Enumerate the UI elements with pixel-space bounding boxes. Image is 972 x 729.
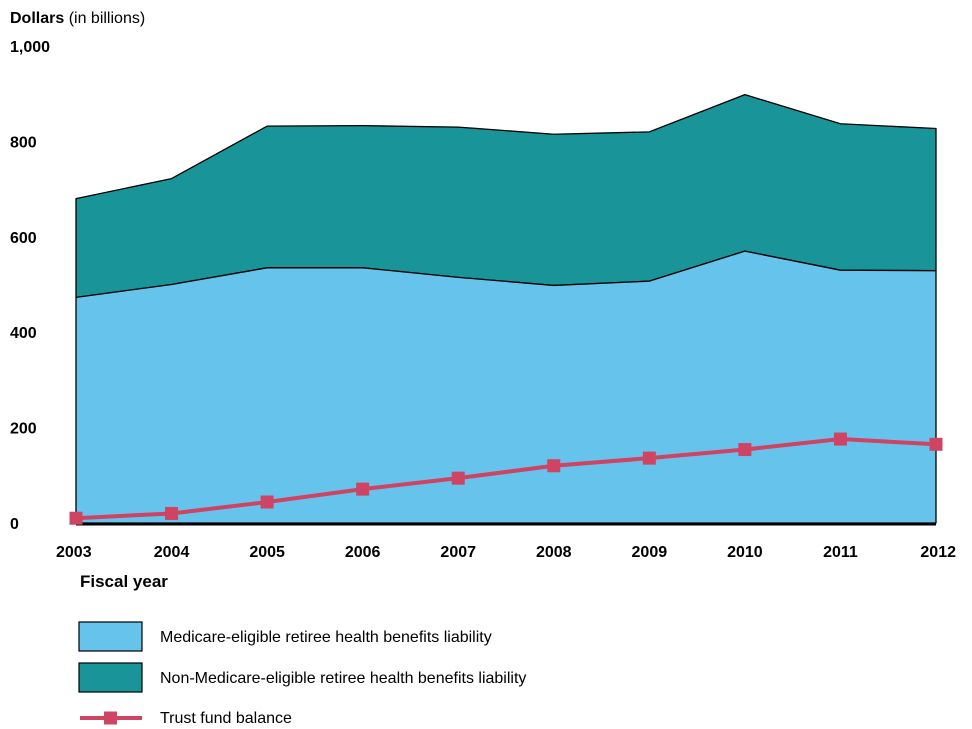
area-medicare-eligible bbox=[75, 250, 937, 524]
legend-label-medicare-eligible: Medicare-eligible retiree health benefit… bbox=[160, 629, 492, 646]
y-axis-label: Dollars (in billions) bbox=[10, 10, 145, 27]
legend-swatch-non-medicare-eligible bbox=[78, 662, 143, 693]
trust-fund-point-2004 bbox=[165, 506, 179, 520]
trust-fund-point-2006 bbox=[356, 482, 370, 496]
x-tick-label-2009: 2009 bbox=[632, 544, 668, 561]
x-tick-label-2010: 2010 bbox=[727, 544, 763, 561]
y-axis-label-bold: Dollars bbox=[10, 10, 64, 27]
legend-label-non-medicare-eligible: Non-Medicare-eligible retiree health ben… bbox=[160, 670, 526, 687]
trust-fund-point-2005 bbox=[260, 495, 274, 509]
y-tick-labels: 0 200 400 600 800 1,000 bbox=[10, 39, 50, 533]
y-tick-label-600: 600 bbox=[10, 230, 37, 247]
trust-fund-line-layer bbox=[69, 432, 943, 525]
legend: Medicare-eligible retiree health benefit… bbox=[78, 621, 526, 727]
x-tick-label-2007: 2007 bbox=[440, 544, 476, 561]
y-tick-label-200: 200 bbox=[10, 421, 37, 438]
x-tick-label-2005: 2005 bbox=[249, 544, 285, 561]
x-axis-title: Fiscal year bbox=[80, 572, 168, 591]
trust-fund-point-2009 bbox=[642, 451, 656, 465]
trust-fund-point-2007 bbox=[451, 471, 465, 485]
legend-marker-trust-fund bbox=[104, 711, 117, 725]
trust-fund-point-2008 bbox=[547, 459, 561, 473]
y-tick-label-400: 400 bbox=[10, 325, 37, 342]
y-tick-label-800: 800 bbox=[10, 134, 37, 151]
plot-area bbox=[69, 94, 943, 526]
x-tick-label-2012: 2012 bbox=[920, 544, 956, 561]
legend-label-trust-fund: Trust fund balance bbox=[160, 710, 292, 727]
trust-fund-line bbox=[75, 437, 937, 521]
x-tick-label-2008: 2008 bbox=[536, 544, 572, 561]
trust-fund-point-2010 bbox=[738, 443, 752, 457]
trust-fund-point-2003 bbox=[69, 511, 83, 525]
y-tick-label-1000: 1,000 bbox=[10, 39, 50, 56]
x-tick-label-2004: 2004 bbox=[154, 544, 190, 561]
x-tick-label-2011: 2011 bbox=[823, 544, 858, 561]
y-axis-label-unit: (in billions) bbox=[64, 10, 145, 27]
area-layer bbox=[75, 94, 937, 524]
trust-fund-point-2012 bbox=[929, 437, 943, 451]
trust-fund-point-2011 bbox=[833, 432, 847, 446]
x-tick-label-2003: 2003 bbox=[56, 544, 92, 561]
legend-swatch-medicare-eligible bbox=[78, 621, 143, 652]
y-tick-label-0: 0 bbox=[10, 516, 19, 533]
x-tick-label-2006: 2006 bbox=[345, 544, 381, 561]
x-tick-labels: 2003 2004 2005 2006 2007 2008 2009 2010 2011 2012 bbox=[56, 544, 956, 561]
